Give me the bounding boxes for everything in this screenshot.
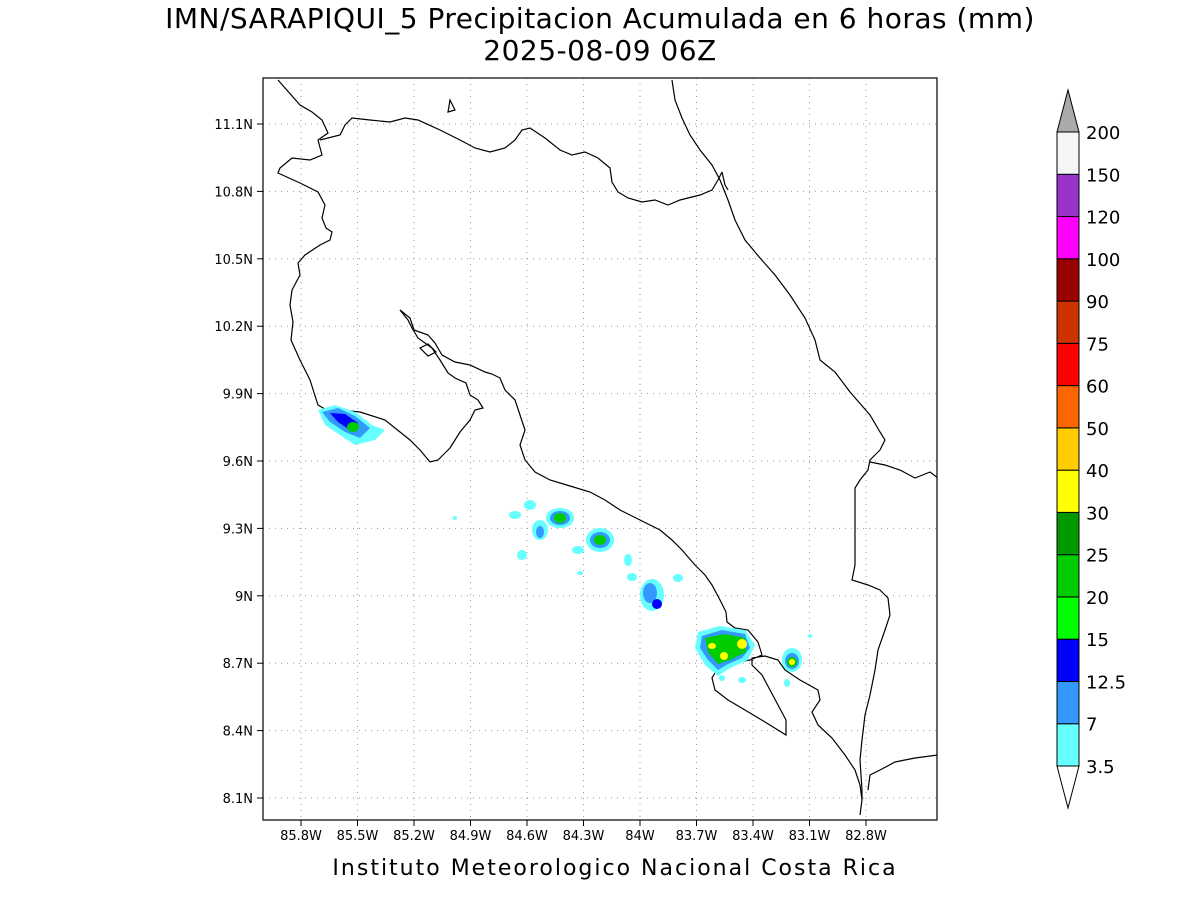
pacific-coastline-south	[399, 309, 863, 816]
y-tick-label: 10.2N	[214, 320, 253, 335]
colorbar-label: 120	[1086, 208, 1120, 229]
y-tick-label: 11.1N	[214, 118, 253, 133]
precip-blob-south	[695, 626, 812, 687]
colorbar-swatch	[1056, 511, 1080, 556]
footer-institution: Instituto Meteorologico Nacional Costa R…	[332, 856, 898, 881]
colorbar-label: 20	[1086, 588, 1109, 609]
lake-outline	[447, 98, 456, 113]
colorbar-swatch	[1056, 173, 1080, 218]
precip-blob-central	[453, 500, 683, 611]
map-subtitle-datetime: 2025-08-09 06Z	[483, 34, 717, 67]
colorbar-swatch	[1056, 638, 1080, 682]
colorbar-label: 15	[1086, 630, 1109, 651]
y-tick-label: 9.9N	[223, 388, 253, 403]
colorbar-swatch	[1056, 554, 1080, 598]
x-tick-label: 85.5W	[337, 829, 379, 844]
colorbar-label: 3.5	[1086, 757, 1115, 778]
colorbar-swatch	[1056, 723, 1080, 767]
panama-south-coast	[867, 754, 937, 791]
map-frame	[262, 77, 938, 821]
x-tick-label: 84.3W	[563, 829, 605, 844]
colorbar-swatch	[1056, 385, 1080, 429]
y-tick-label: 9.3N	[223, 522, 253, 537]
y-tick-label: 8.7N	[223, 657, 253, 672]
colorbar-label: 25	[1086, 546, 1109, 567]
colorbar-label: 150	[1086, 165, 1120, 186]
island-outline	[418, 343, 438, 357]
map-title: IMN/SARAPIQUI_5 Precipitacion Acumulada …	[165, 2, 1035, 35]
colorbar-swatch	[1056, 469, 1080, 513]
x-tick-label: 85.2W	[393, 829, 435, 844]
y-tick-label: 10.8N	[214, 185, 253, 200]
y-tick-label: 9.6N	[223, 455, 253, 470]
x-tick-label: 84.6W	[506, 829, 548, 844]
x-tick-label: 83.4W	[732, 829, 774, 844]
colorbar-swatch	[1056, 427, 1080, 471]
precipitation-contours	[318, 405, 812, 687]
colorbar-min-arrow	[1056, 765, 1080, 810]
y-tick-label: 8.4N	[223, 725, 253, 740]
caribbean-coastline	[319, 117, 723, 206]
colorbar-swatch	[1056, 596, 1080, 640]
colorbar-swatch	[1056, 216, 1080, 260]
coastline-layer	[277, 79, 937, 816]
colorbar-label: 75	[1086, 334, 1109, 355]
colorbar-swatch	[1056, 342, 1080, 387]
precip-blob-nicoya	[318, 405, 385, 445]
x-tick-label: 84.9W	[450, 829, 492, 844]
colorbar-label: 90	[1086, 292, 1109, 313]
colorbar-label: 7	[1086, 715, 1097, 736]
y-tick-label: 9N	[235, 590, 253, 605]
x-tick-label: 82.8W	[845, 829, 887, 844]
colorbar-swatch	[1056, 680, 1080, 725]
y-tick-label: 8.1N	[223, 792, 253, 807]
x-tick-label: 85.8W	[280, 829, 322, 844]
y-tick-label: 10.5N	[214, 253, 253, 268]
x-axis-ticks: 85.8W 85.5W 85.2W 84.9W 84.6W 84.3W 84W 83.7W 83…	[280, 820, 887, 844]
pacific-coastline	[277, 79, 484, 463]
panama-border	[851, 449, 891, 800]
y-axis-ticks: 11.1N 10.8N 10.5N 10.2N 9.9N 9.6N 9.3N 9N 8.7N 8.…	[214, 118, 263, 807]
colorbar-label: 100	[1086, 250, 1120, 271]
x-tick-label: 84W	[625, 829, 655, 844]
colorbar: 3.5 7 12.5 15 20 25 30 40 50 60 75 90 100 120 150 200	[1056, 88, 1126, 810]
x-tick-label: 83.1W	[789, 829, 831, 844]
colorbar-label: 200	[1086, 123, 1120, 144]
colorbar-label: 12.5	[1086, 672, 1126, 693]
colorbar-label: 40	[1086, 461, 1109, 482]
x-tick-label: 83.7W	[676, 829, 718, 844]
colorbar-max-arrow	[1056, 88, 1080, 133]
panama-coastline	[869, 461, 937, 479]
map-grid	[263, 78, 937, 820]
colorbar-label: 30	[1086, 503, 1109, 524]
colorbar-swatch	[1056, 300, 1080, 344]
colorbar-swatch	[1056, 258, 1080, 302]
colorbar-label: 50	[1086, 419, 1109, 440]
peninsula-outline	[721, 171, 729, 191]
colorbar-swatch	[1056, 131, 1080, 175]
caribbean-coastline-east	[671, 79, 886, 451]
colorbar-label: 60	[1086, 377, 1109, 398]
